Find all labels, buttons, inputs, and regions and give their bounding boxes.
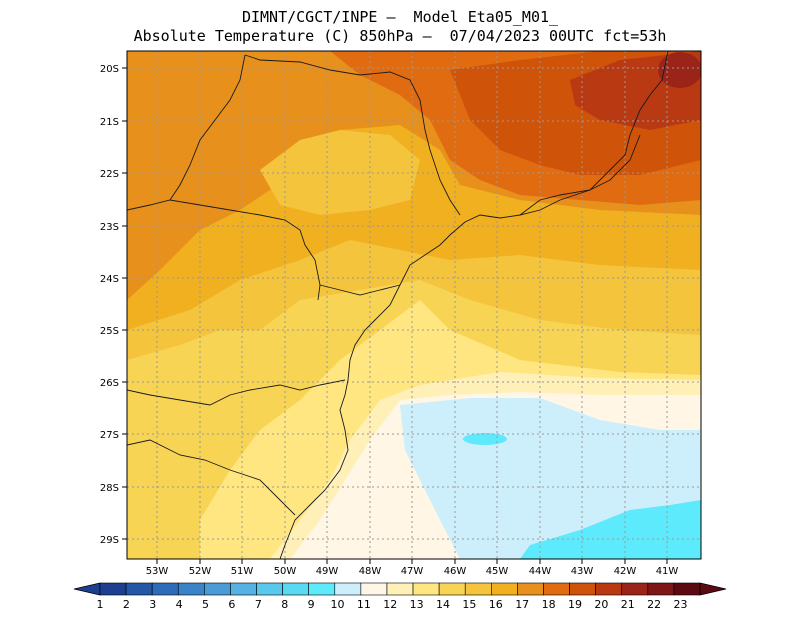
border-pr-sp	[319, 284, 401, 296]
colorbar-swatch	[125, 582, 153, 596]
lat-label: 27S	[100, 430, 119, 441]
lon-axis	[156, 559, 668, 564]
border-sc-rs	[127, 439, 296, 516]
colorbar-swatch	[230, 582, 257, 596]
colorbar-label: 2	[123, 598, 130, 611]
colorbar-label: 10	[330, 598, 344, 611]
lon-label: 49W	[316, 566, 339, 577]
lat-label: 24S	[100, 274, 119, 285]
colorbar-swatch	[308, 582, 336, 596]
colorbar-swatch	[647, 582, 675, 596]
colorbar-label: 13	[410, 598, 424, 611]
coastline	[279, 51, 669, 559]
field-zone-9-spot	[463, 433, 507, 445]
colorbar-label: 4	[176, 598, 183, 611]
colorbar-label: 23	[674, 598, 688, 611]
title-line-1: DIMNT/CGCT/INPE – Model Eta05_M01_	[241, 8, 559, 26]
temperature-field	[127, 51, 701, 559]
colorbar-label: 11	[357, 598, 371, 611]
colorbar-label: 16	[489, 598, 503, 611]
field-zone-9-south	[520, 500, 701, 559]
colorbar-left-arrow	[73, 582, 101, 596]
colorbar-label: 22	[647, 598, 661, 611]
colorbar-right-arrow	[699, 582, 727, 596]
border-mg-rj	[519, 134, 641, 216]
lon-label: 53W	[146, 566, 169, 577]
lat-label: 21S	[100, 117, 119, 128]
colorbar-swatch	[99, 582, 127, 596]
lat-axis	[122, 67, 127, 540]
colorbar-label: 3	[149, 598, 156, 611]
colorbar-swatch	[386, 582, 414, 596]
lon-label: 41W	[656, 566, 679, 577]
colorbar-swatch	[177, 582, 205, 596]
colorbar-label: 1	[97, 598, 104, 611]
colorbar-label: 21	[621, 598, 635, 611]
lat-label: 22S	[100, 169, 119, 180]
title-line-2: Absolute Temperature (C) 850hPa – 07/04/…	[133, 27, 667, 45]
map-frame	[126, 50, 702, 560]
colorbar-label: 12	[383, 598, 397, 611]
lat-labels: 20S 21S 22S 23S 24S 25S 26S 27S 28S 29S	[100, 64, 119, 546]
colorbar: 1 2 3 4 5 6 7 8 9 10 11 12 13 14 15 16 17 18 19 20 21 22 23	[73, 582, 727, 611]
colorbar-swatch	[438, 582, 466, 596]
field-zone-15-northwest	[260, 130, 420, 215]
colorbar-swatch	[204, 582, 231, 596]
lon-label: 47W	[401, 566, 424, 577]
lon-label: 46W	[444, 566, 467, 577]
colorbar-swatch	[282, 582, 309, 596]
lon-label: 45W	[486, 566, 509, 577]
colorbar-label: 17	[515, 598, 529, 611]
colorbar-swatch	[595, 582, 623, 596]
lon-label: 50W	[274, 566, 297, 577]
field-zone-21	[658, 52, 701, 88]
colorbar-swatch	[491, 582, 518, 596]
colorbar-swatch	[621, 582, 649, 596]
colorbar-label: 5	[202, 598, 209, 611]
lon-label: 43W	[571, 566, 594, 577]
border-ms-sp	[169, 54, 246, 201]
colorbar-label: 15	[462, 598, 476, 611]
lon-label: 52W	[189, 566, 212, 577]
lat-label: 23S	[100, 222, 119, 233]
colorbar-label: 18	[542, 598, 556, 611]
colorbar-label: 14	[436, 598, 450, 611]
lon-labels: 53W 52W 51W 50W 49W 48W 47W 46W 45W 44W …	[146, 566, 679, 577]
lon-label: 44W	[529, 566, 552, 577]
lat-label: 28S	[100, 483, 119, 494]
colorbar-swatch	[360, 582, 388, 596]
lon-label: 51W	[231, 566, 254, 577]
colorbar-label: 20	[594, 598, 608, 611]
colorbar-swatch	[464, 582, 492, 596]
colorbar-label: 6	[228, 598, 235, 611]
colorbar-swatch	[256, 582, 283, 596]
lat-label: 25S	[100, 326, 119, 337]
colorbar-swatch	[412, 582, 440, 596]
lat-label: 26S	[100, 378, 119, 389]
colorbar-swatch	[543, 582, 570, 596]
border-mg-sp	[244, 54, 461, 216]
colorbar-label: 19	[568, 598, 582, 611]
boundaries	[127, 51, 669, 559]
lat-label: 20S	[100, 64, 119, 75]
border-ms-pr	[127, 199, 321, 301]
grid-lines	[127, 51, 701, 559]
lon-label: 48W	[359, 566, 382, 577]
lat-label: 29S	[100, 535, 119, 546]
border-pr-sc	[127, 379, 346, 406]
colorbar-swatch	[334, 582, 362, 596]
colorbar-label: 9	[308, 598, 315, 611]
colorbar-swatch	[673, 582, 701, 596]
colorbar-label: 7	[255, 598, 262, 611]
colorbar-label: 8	[281, 598, 288, 611]
colorbar-swatch	[517, 582, 544, 596]
colorbar-swatch	[151, 582, 179, 596]
lon-label: 42W	[614, 566, 637, 577]
colorbar-swatch	[569, 582, 596, 596]
